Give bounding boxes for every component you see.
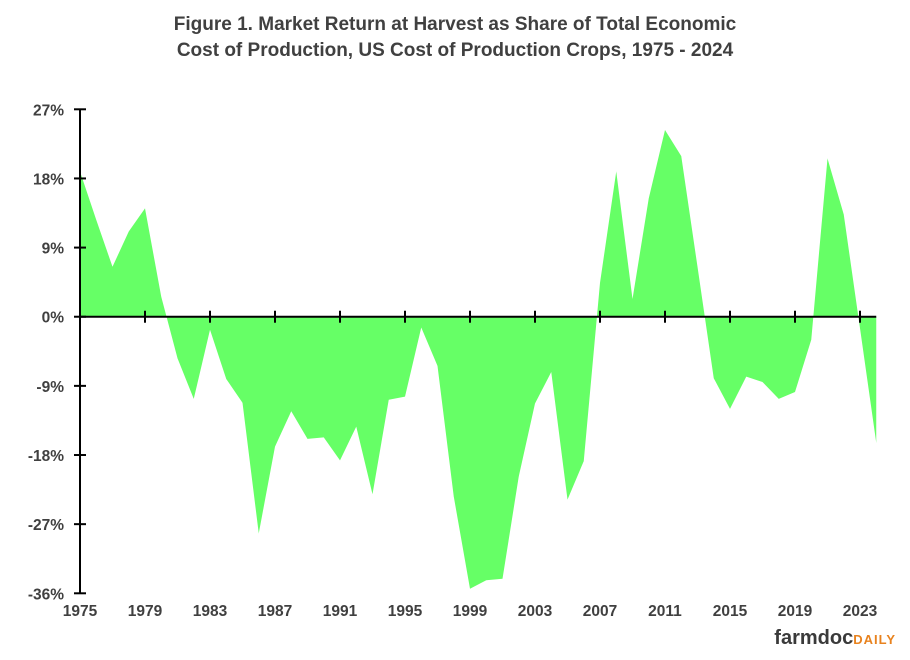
x-tick-label: 2007 [583,603,617,620]
y-tick-label: -27% [28,517,64,534]
chart-title-line-1: Figure 1. Market Return at Harvest as Sh… [173,14,737,35]
y-tick-label: -36% [28,586,64,603]
y-tick-label: 0% [42,310,65,327]
x-tick-label: 1979 [128,603,163,620]
chart-title-line-2: Cost of Production, US Cost of Productio… [176,40,734,61]
x-tick-label: 1995 [388,603,423,620]
x-tick-label: 2003 [518,603,553,620]
y-tick-label: 27% [33,102,64,119]
chart-title: Figure 1. Market Return at Harvest as Sh… [0,12,910,64]
x-tick-label: 2019 [778,603,813,620]
area-series [80,130,877,589]
y-tick-label: -18% [28,448,64,465]
x-tick-label: 1999 [453,603,488,620]
x-tick-label: 1987 [258,603,292,620]
y-tick-label: 9% [42,241,65,258]
logo-text-farmdoc: farmdoc [774,627,854,649]
x-tick-label: 2015 [713,603,748,620]
y-tick-label: 18% [33,171,64,188]
x-tick-label: 2023 [843,603,878,620]
y-tick-label: -9% [36,379,64,396]
logo-text-daily: DAILY [853,632,896,647]
x-tick-label: 2011 [648,603,682,620]
x-tick-label: 1983 [193,603,228,620]
x-tick-label: 1975 [63,603,98,620]
farmdoc-daily-logo: farmdocDAILY [774,627,896,650]
x-tick-label: 1991 [323,603,358,620]
